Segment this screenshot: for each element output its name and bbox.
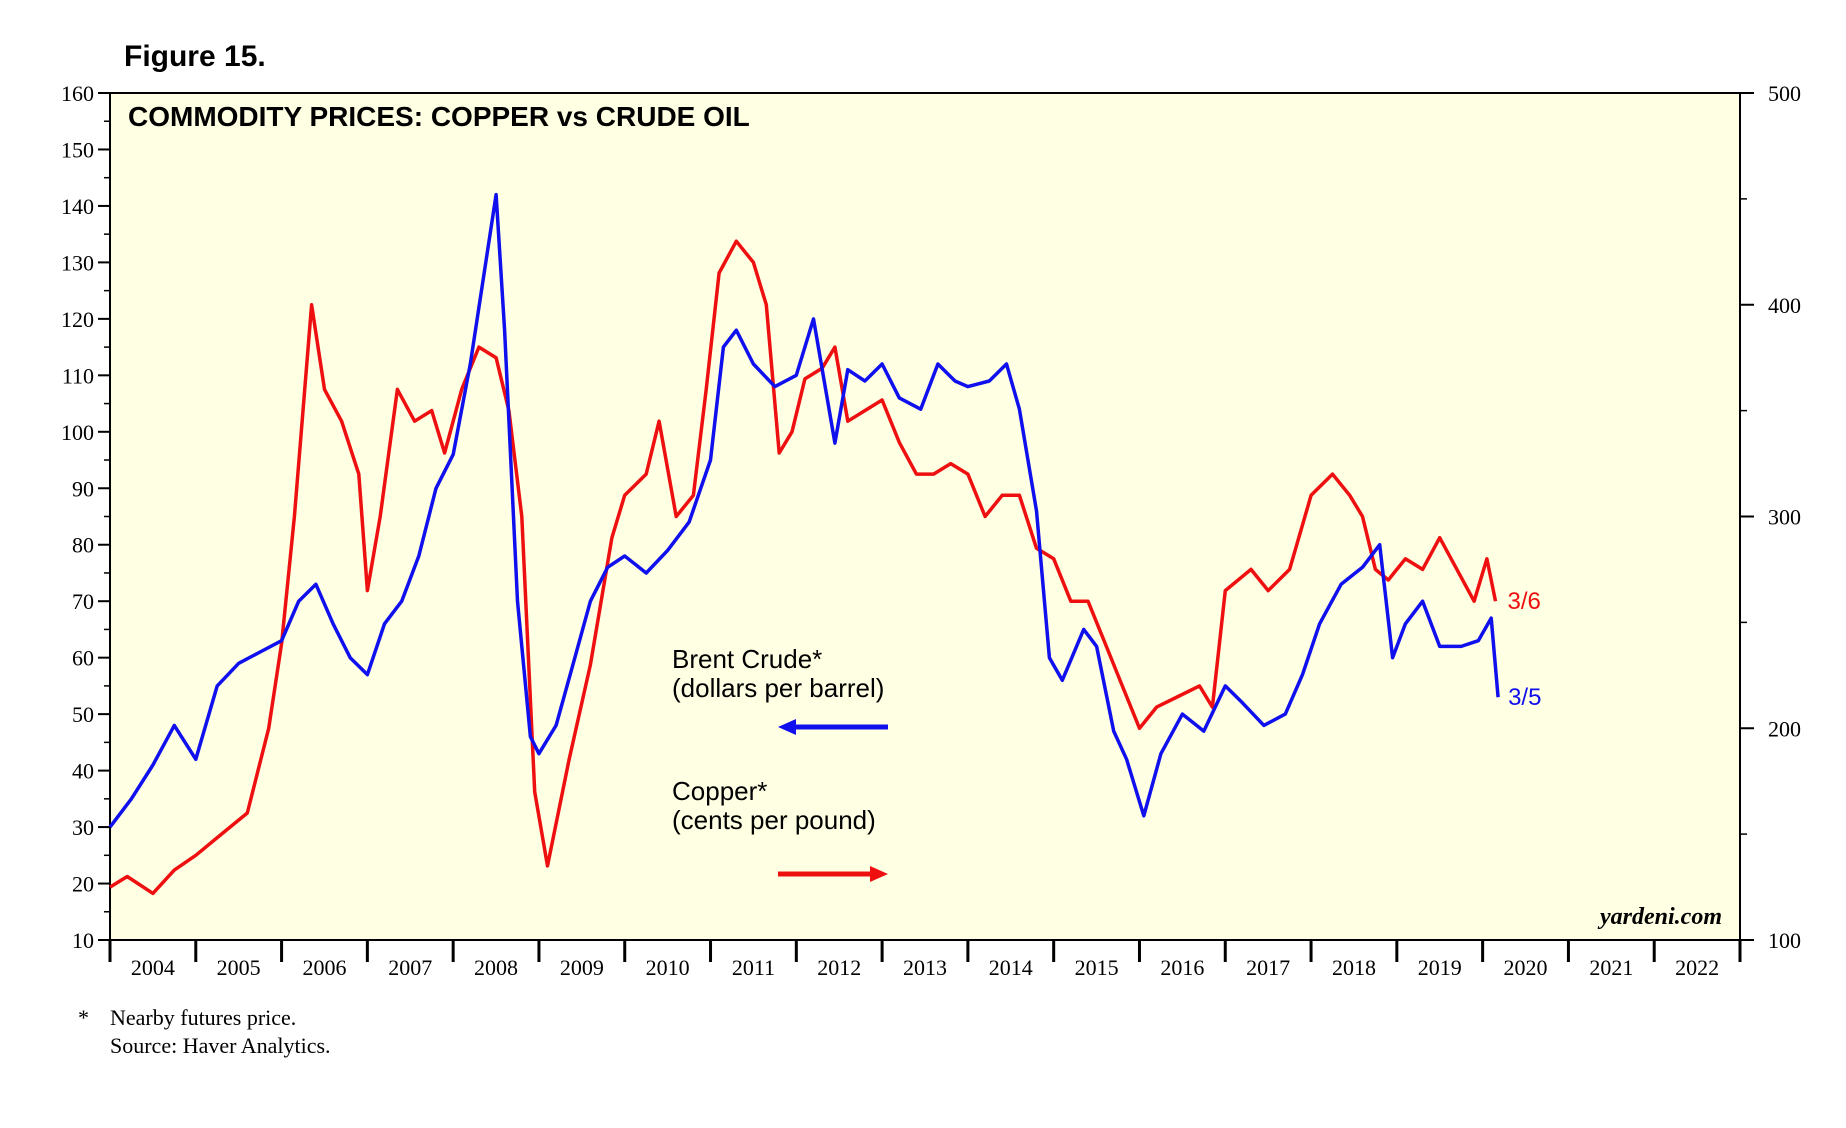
left-tick-label: 140 [61,194,94,219]
right-tick-label: 500 [1768,81,1801,106]
left-tick-label: 10 [72,928,94,953]
left-tick-label: 110 [62,363,94,388]
footnote: * Nearby futures price. Source: Haver Ana… [78,1004,331,1060]
right-axis: 100 200 300 400 500 [1740,81,1801,953]
footnote-line-1: * Nearby futures price. [78,1004,331,1032]
left-tick-label: 70 [72,589,94,614]
left-tick-label: 120 [61,307,94,332]
legend-brent-label: Brent Crude* [672,644,822,674]
year-label-2005: 2005 [217,955,261,980]
left-tick-label: 100 [61,420,94,445]
year-label-2016: 2016 [1160,955,1204,980]
legend-copper-sublabel: (cents per pound) [672,805,876,835]
year-label-2007: 2007 [388,955,432,980]
footnote-line-2: Source: Haver Analytics. [110,1033,331,1058]
end-label-copper: 3/6 [1508,588,1541,615]
year-label-2014: 2014 [989,955,1033,980]
year-label-2006: 2006 [302,955,346,980]
left-tick-label: 80 [72,533,94,558]
footnote-marker: * [78,1005,89,1030]
year-label-2009: 2009 [560,955,604,980]
year-label-2020: 2020 [1504,955,1548,980]
left-axis: 10 20 30 40 50 60 70 80 90 100 110 120 130 140 150 160 [61,81,110,953]
year-label-2012: 2012 [817,955,861,980]
right-tick-label: 100 [1768,928,1801,953]
plot-area [109,92,1741,941]
left-tick-label: 40 [72,759,94,784]
end-label-brent: 3/5 [1508,684,1541,711]
left-tick-label: 160 [61,81,94,106]
left-tick-label: 50 [72,702,94,727]
legend-copper: Copper* (cents per pound) [672,776,888,882]
bottom-axis: 2004 2005 2006 2007 2008 2009 2010 2011 2012 2013… [108,940,1742,980]
left-tick-label: 130 [61,250,94,275]
legend-brent: Brent Crude* (dollars per barrel) [672,644,888,735]
right-arrow-icon [870,866,888,882]
year-label-2010: 2010 [646,955,690,980]
series-layer [108,192,1500,896]
left-arrow-icon [778,719,796,735]
left-tick-label: 90 [72,476,94,501]
left-tick-label: 20 [72,872,94,897]
brent-crude-line [108,192,1500,829]
copper-line [109,239,1498,896]
chart-title: COMMODITY PRICES: COPPER vs CRUDE OIL [128,101,750,132]
left-tick-label: 150 [61,137,94,162]
year-label-2017: 2017 [1246,955,1290,980]
left-tick-label: 30 [72,815,94,840]
figure-label: Figure 15. [124,40,266,73]
year-label-2022: 2022 [1675,955,1719,980]
left-tick-label: 60 [72,646,94,671]
legend-copper-arrow [778,866,888,882]
year-label-2011: 2011 [732,955,775,980]
year-label-2015: 2015 [1075,955,1119,980]
footnote-text-1: Nearby futures price. [110,1005,297,1030]
legend-brent-sublabel: (dollars per barrel) [672,673,884,703]
chart-credit: yardeni.com [1597,904,1722,930]
year-label-2019: 2019 [1418,955,1462,980]
year-label-2008: 2008 [474,955,518,980]
right-tick-label: 300 [1768,505,1801,530]
legend-copper-label: Copper* [672,776,767,806]
year-label-2021: 2021 [1589,955,1633,980]
right-tick-label: 200 [1768,716,1801,741]
year-label-2018: 2018 [1332,955,1376,980]
right-tick-label: 400 [1768,293,1801,318]
legend-brent-arrow [778,719,888,735]
year-label-2004: 2004 [131,955,175,980]
year-label-2013: 2013 [903,955,947,980]
